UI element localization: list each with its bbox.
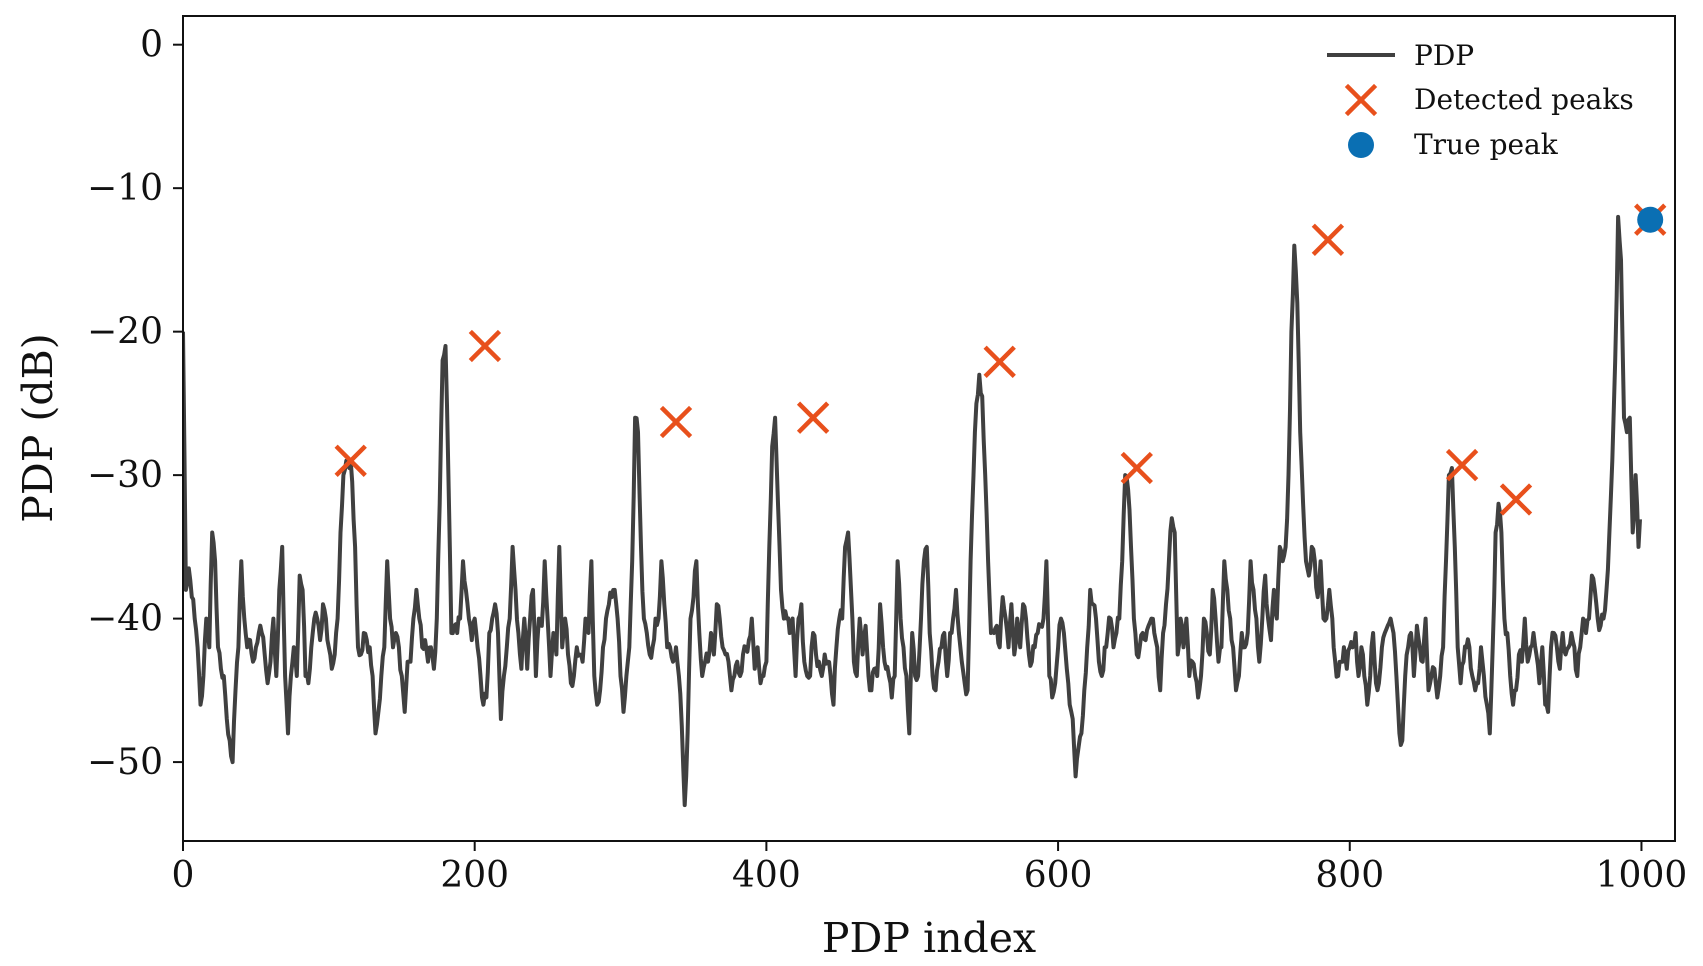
legend-true-peak-swatch [1348, 132, 1374, 158]
y-tick-label: −20 [87, 312, 163, 353]
y-tick-label: 0 [140, 25, 163, 66]
markers-layer [334, 203, 1667, 516]
y-tick-label: −40 [87, 599, 163, 640]
y-tick-label: −50 [87, 742, 163, 783]
detected-peak-marker [468, 329, 502, 363]
pdp-series-line [183, 214, 1642, 808]
detected-peak-marker [659, 405, 693, 439]
x-tick-label: 400 [732, 855, 801, 896]
x-axis-ticks: 0 200 400 600 800 1000 [172, 841, 1688, 896]
plot-frame [182, 15, 1676, 842]
y-axis-label: PDP (dB) [14, 333, 62, 522]
detected-peak-marker [796, 401, 830, 434]
detected-peak-marker [1120, 451, 1153, 485]
x-axis-label: PDP index [822, 914, 1036, 962]
detected-peak-marker [983, 345, 1016, 378]
x-tick-label: 800 [1315, 855, 1384, 896]
detected-peak-marker [334, 444, 367, 477]
detected-peak-marker [1311, 223, 1345, 256]
legend-true-peak-label: True peak [1414, 128, 1559, 161]
y-tick-label: −10 [87, 168, 163, 209]
detected-peak-marker [1499, 483, 1533, 516]
legend: PDP Detected peaks True peak [1327, 39, 1634, 161]
x-tick-label: 0 [172, 855, 195, 896]
legend-detected-peaks-label: Detected peaks [1414, 83, 1634, 116]
legend-detected-peaks-swatch [1344, 83, 1378, 117]
true-peak-marker [1637, 206, 1664, 233]
x-tick-label: 600 [1024, 855, 1093, 896]
plot-area [183, 203, 1667, 808]
series-layer [183, 214, 1642, 808]
legend-pdp-label: PDP [1414, 39, 1474, 72]
x-tick-label: 200 [440, 855, 509, 896]
x-tick-label: 1000 [1596, 855, 1688, 896]
y-tick-label: −30 [87, 455, 163, 496]
detected-peak-marker [1445, 448, 1479, 482]
y-axis-ticks: 0 −10 −20 −30 −40 −50 [87, 25, 183, 783]
